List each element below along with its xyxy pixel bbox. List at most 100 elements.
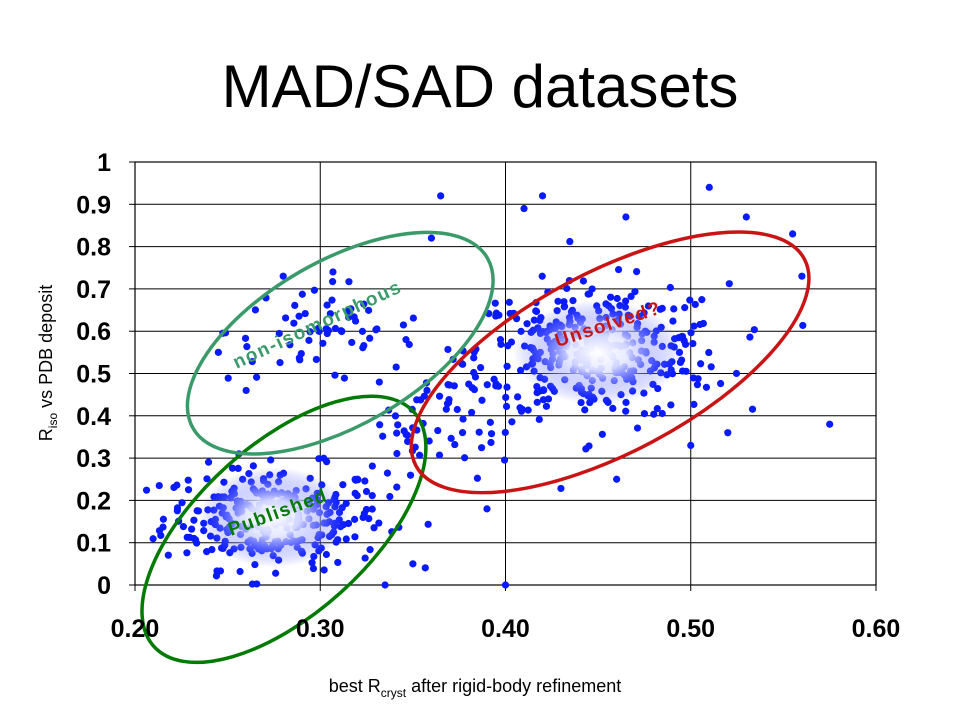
data-point: [370, 524, 378, 532]
data-point: [798, 272, 806, 280]
data-point: [345, 278, 353, 286]
data-point: [242, 386, 250, 395]
data-point: [427, 234, 435, 242]
data-point: [326, 310, 334, 318]
data-point: [373, 325, 381, 333]
data-point: [416, 451, 424, 459]
data-point: [212, 572, 221, 580]
data-point: [203, 475, 211, 483]
data-point: [173, 481, 181, 489]
data-point: [173, 504, 182, 512]
data-point: [477, 363, 485, 372]
data-point: [598, 430, 606, 438]
data-point: [491, 299, 499, 307]
data-point: [501, 428, 509, 437]
y-axis-title: Riso vs PDB deposit: [36, 285, 60, 441]
data-point: [669, 317, 677, 325]
data-point: [501, 581, 510, 589]
data-point: [588, 285, 596, 293]
data-point: [826, 420, 834, 428]
data-point: [503, 362, 511, 370]
data-point: [535, 415, 543, 424]
data-point: [323, 458, 331, 466]
data-point: [458, 429, 467, 437]
data-point: [633, 424, 642, 432]
cluster-ellipse: [409, 230, 811, 495]
data-point: [329, 278, 337, 286]
data-point: [585, 442, 593, 450]
data-point: [656, 305, 664, 313]
data-point: [365, 306, 373, 314]
data-point: [249, 462, 257, 470]
data-point: [142, 486, 151, 494]
data-point: [533, 388, 541, 397]
data-point: [789, 230, 797, 238]
y-tick-label: 0.8: [76, 234, 111, 262]
cluster-ellipse: [140, 394, 428, 665]
data-point: [204, 458, 213, 466]
slide-title: MAD/SAD datasets: [221, 53, 739, 120]
data-point: [693, 381, 702, 389]
data-point: [613, 294, 621, 303]
data-point: [310, 286, 319, 294]
data-point: [554, 297, 562, 305]
data-point: [532, 307, 540, 315]
data-point: [444, 345, 452, 354]
x-tick-label: 0.30: [296, 615, 345, 643]
data-point: [361, 554, 369, 562]
data-point: [613, 475, 621, 483]
data-point: [253, 373, 261, 381]
data-point: [650, 410, 658, 418]
data-point: [342, 535, 350, 543]
y-tick-label: 0: [97, 572, 111, 600]
data-point: [306, 328, 314, 336]
data-point: [584, 290, 592, 298]
data-point: [351, 489, 359, 497]
data-point: [681, 340, 690, 348]
data-point: [609, 404, 617, 413]
data-point: [275, 329, 283, 338]
data-point: [164, 551, 172, 559]
data-point: [614, 265, 623, 274]
data-point: [320, 566, 328, 574]
data-point: [361, 477, 369, 485]
data-point: [251, 306, 260, 314]
data-point: [504, 342, 512, 350]
data-point: [351, 317, 360, 325]
data-point: [392, 363, 400, 371]
data-point: [631, 288, 639, 296]
data-point: [724, 429, 732, 437]
data-point: [323, 301, 331, 309]
data-point: [473, 474, 482, 482]
data-point: [470, 368, 478, 377]
data-point: [681, 304, 689, 312]
data-point: [475, 428, 483, 436]
data-point: [216, 567, 225, 575]
y-tick-label: 0.7: [76, 276, 111, 304]
data-point: [298, 290, 306, 298]
data-point: [468, 408, 476, 417]
tick-labels: 0 0.1 0.2 0.3 0.4 0.5 0.6 0.7 0.8 0.9 1 0.20 0.30 0.4…: [36, 149, 900, 700]
data-point: [340, 374, 349, 382]
data-point: [358, 327, 367, 335]
y-tick-label: 0.3: [76, 445, 111, 473]
data-point: [607, 293, 615, 301]
data-point: [461, 454, 469, 462]
data-point: [267, 456, 275, 464]
data-point: [413, 396, 421, 404]
data-point: [190, 516, 198, 524]
data-point: [348, 338, 356, 347]
data-point: [524, 406, 532, 414]
data-point: [243, 343, 251, 351]
data-point: [319, 339, 327, 347]
cluster-ellipses: [140, 230, 811, 665]
data-point: [503, 383, 511, 391]
data-point: [435, 392, 444, 400]
data-point: [538, 272, 546, 280]
x-tick-label: 0.50: [666, 615, 715, 643]
data-point: [323, 329, 331, 338]
y-tick-label: 0.1: [76, 530, 111, 558]
data-point: [442, 405, 450, 413]
data-point: [155, 481, 163, 490]
data-point: [188, 525, 196, 533]
